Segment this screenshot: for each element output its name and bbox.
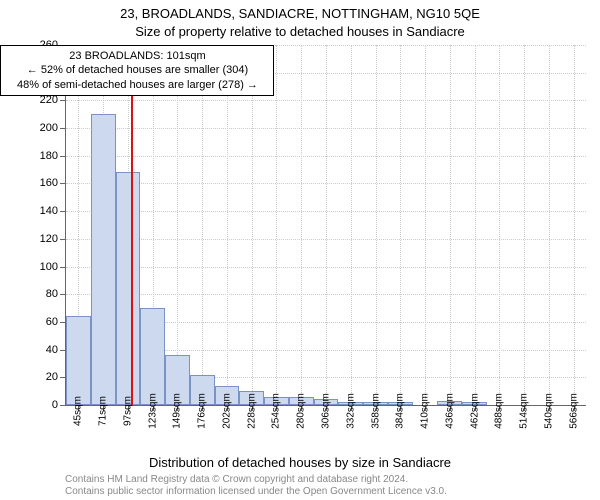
y-tick: [60, 239, 66, 240]
v-gridline: [177, 45, 178, 405]
footer: Contains HM Land Registry data © Crown c…: [65, 474, 447, 498]
v-gridline: [276, 45, 277, 405]
v-gridline: [227, 45, 228, 405]
y-tick: [60, 156, 66, 157]
x-tick-label: 462sqm: [469, 393, 480, 429]
v-gridline: [376, 45, 377, 405]
v-gridline: [301, 45, 302, 405]
v-gridline: [524, 45, 525, 405]
y-tick: [60, 128, 66, 129]
x-tick-label: 149sqm: [172, 393, 183, 429]
y-tick-label: 140: [40, 205, 58, 217]
x-tick-label: 358sqm: [370, 393, 381, 429]
info-box: 23 BROADLANDS: 101sqm ← 52% of detached …: [0, 45, 274, 96]
v-gridline: [499, 45, 500, 405]
histogram-bar: [116, 172, 141, 405]
histogram-bar: [91, 114, 116, 405]
v-gridline: [574, 45, 575, 405]
x-tick-label: 540sqm: [543, 393, 554, 429]
y-tick-label: 160: [40, 177, 58, 189]
x-tick-label: 176sqm: [197, 393, 208, 429]
x-tick-label: 410sqm: [420, 393, 431, 429]
y-tick-label: 60: [46, 316, 58, 328]
y-tick-label: 80: [46, 288, 58, 300]
y-tick: [60, 294, 66, 295]
reference-line: [131, 45, 133, 405]
info-box-line-1: 23 BROADLANDS: 101sqm: [7, 49, 267, 63]
v-gridline: [202, 45, 203, 405]
histogram-bar: [140, 308, 165, 405]
v-gridline: [450, 45, 451, 405]
x-tick-label: 436sqm: [444, 393, 455, 429]
v-gridline: [400, 45, 401, 405]
v-gridline: [351, 45, 352, 405]
x-axis-label: Distribution of detached houses by size …: [0, 455, 600, 470]
v-gridline: [549, 45, 550, 405]
y-tick: [60, 211, 66, 212]
title-line-1: 23, BROADLANDS, SANDIACRE, NOTTINGHAM, N…: [0, 6, 600, 21]
v-gridline: [252, 45, 253, 405]
y-tick-label: 200: [40, 122, 58, 134]
v-gridline: [425, 45, 426, 405]
y-tick-label: 40: [46, 344, 58, 356]
chart-container: 23, BROADLANDS, SANDIACRE, NOTTINGHAM, N…: [0, 0, 600, 500]
y-tick: [60, 100, 66, 101]
x-tick-label: 384sqm: [395, 393, 406, 429]
x-tick-label: 280sqm: [296, 393, 307, 429]
x-tick-label: 332sqm: [345, 393, 356, 429]
x-tick-label: 566sqm: [568, 393, 579, 429]
x-tick-label: 514sqm: [519, 393, 530, 429]
footer-line-1: Contains HM Land Registry data © Crown c…: [65, 474, 447, 486]
y-tick: [60, 267, 66, 268]
y-tick-label: 120: [40, 233, 58, 245]
info-box-line-3: 48% of semi-detached houses are larger (…: [7, 78, 267, 92]
y-tick-label: 220: [40, 94, 58, 106]
footer-line-2: Contains public sector information licen…: [65, 486, 447, 498]
y-tick-label: 100: [40, 261, 58, 273]
x-tick-label: 306sqm: [321, 393, 332, 429]
info-box-line-2: ← 52% of detached houses are smaller (30…: [7, 63, 267, 77]
v-gridline: [475, 45, 476, 405]
x-tick-label: 488sqm: [494, 393, 505, 429]
x-tick-label: 45sqm: [73, 396, 84, 426]
x-tick-label: 228sqm: [246, 393, 257, 429]
y-tick-label: 0: [52, 399, 58, 411]
x-tick-label: 71sqm: [98, 396, 109, 426]
plot-area: 02040608010012014016018020022024026045sq…: [65, 45, 586, 406]
x-tick-label: 123sqm: [147, 393, 158, 429]
title-line-2: Size of property relative to detached ho…: [0, 24, 600, 39]
y-tick-label: 180: [40, 150, 58, 162]
histogram-bar: [66, 316, 91, 405]
y-tick: [60, 183, 66, 184]
x-tick-label: 202sqm: [221, 393, 232, 429]
x-tick-label: 254sqm: [271, 393, 282, 429]
v-gridline: [326, 45, 327, 405]
y-tick: [60, 405, 66, 406]
y-tick-label: 20: [46, 371, 58, 383]
